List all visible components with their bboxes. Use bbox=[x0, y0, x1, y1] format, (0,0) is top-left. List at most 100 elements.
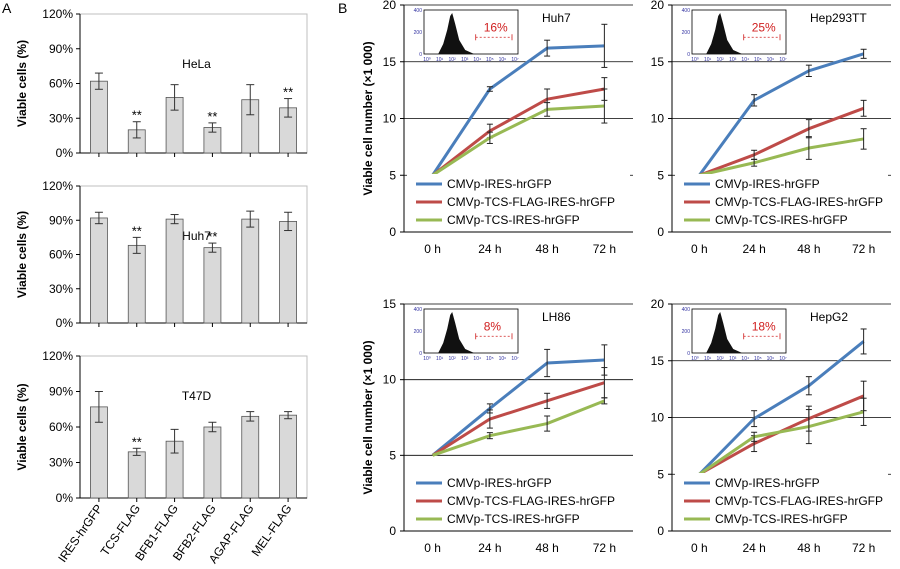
series-line bbox=[431, 381, 605, 457]
x-tick-label: 24 h bbox=[742, 541, 765, 555]
y-axis-label: Viable cells (%) bbox=[15, 40, 29, 127]
plot-frame bbox=[79, 13, 308, 154]
legend-label: CMVp-TCS-FLAG-IRES-hrGFP bbox=[715, 494, 883, 508]
inset-x-tick-label: 10⁷ bbox=[511, 57, 519, 63]
chart-title: HeLa bbox=[182, 57, 211, 71]
series-line bbox=[432, 399, 605, 457]
y-tick-label: 5 bbox=[389, 168, 396, 182]
series-line bbox=[698, 394, 865, 476]
inset-frame bbox=[691, 9, 787, 55]
x-tick-label: 0 h bbox=[691, 242, 708, 256]
y-tick-label: 15 bbox=[383, 297, 397, 311]
inset-x-tick-label: 10² bbox=[449, 57, 457, 63]
x-tick-label: 72 h bbox=[852, 541, 875, 555]
inset-x-tick-label: 10⁴ bbox=[741, 356, 749, 362]
inset-y-tick-label: 0 bbox=[419, 52, 422, 58]
plot-frame bbox=[79, 185, 308, 324]
bar bbox=[90, 80, 108, 154]
series-line bbox=[431, 358, 605, 457]
y-axis-label: Viable cells (%) bbox=[15, 211, 29, 298]
bar bbox=[241, 415, 260, 499]
y-tick-label: 0 bbox=[657, 524, 664, 538]
legend-label: CMVp-TCS-FLAG-IRES-hrGFP bbox=[715, 195, 883, 209]
histogram-peak bbox=[438, 13, 475, 54]
legend-box bbox=[407, 473, 630, 529]
x-tick-label: 48 h bbox=[797, 242, 820, 256]
inset-frame bbox=[423, 9, 519, 55]
legend-label: CMVp-TCS-IRES-hrGFP bbox=[447, 213, 580, 227]
inset-x-tick-label: 10³ bbox=[729, 57, 737, 63]
chart-title: T47D bbox=[182, 389, 212, 403]
inset-x-tick-label: 10² bbox=[449, 356, 457, 362]
panel-label-a: A bbox=[2, 0, 12, 16]
gate-percent-label: 25% bbox=[752, 20, 776, 34]
y-tick-label: 15 bbox=[383, 55, 397, 69]
inset-y-tick-label: 0 bbox=[687, 351, 690, 357]
inset-frame bbox=[423, 308, 519, 354]
bar bbox=[127, 244, 146, 324]
legend-label: CMVp-TCS-IRES-hrGFP bbox=[715, 512, 848, 526]
bar bbox=[90, 217, 108, 324]
y-tick-label: 30% bbox=[49, 282, 73, 296]
inset-x-tick-label: 10³ bbox=[729, 356, 737, 362]
line-chart-lh86: 0 5 10 15 0 h 24 h 48 h 72 h Viable cell number … bbox=[361, 297, 633, 555]
x-tick-label: 24 h bbox=[742, 242, 765, 256]
significance-mark: ** bbox=[283, 85, 293, 100]
gate-percent-label: 18% bbox=[752, 319, 776, 333]
series-line bbox=[699, 137, 864, 177]
y-tick-label: 30% bbox=[49, 456, 73, 470]
legend-label: CMVp-IRES-hrGFP bbox=[447, 177, 552, 191]
y-tick-label: 10 bbox=[383, 112, 397, 126]
legend-label: CMVp-IRES-hrGFP bbox=[715, 476, 820, 490]
inset-y-tick-label: 400 bbox=[682, 307, 691, 313]
series-line bbox=[431, 104, 605, 177]
legend-box bbox=[675, 174, 888, 230]
inset-x-tick-label: 10⁶ bbox=[499, 356, 507, 362]
inset-x-tick-label: 10⁷ bbox=[511, 356, 519, 362]
inset-x-tick-label: 10⁶ bbox=[499, 57, 507, 63]
inset-x-tick-label: 10³ bbox=[461, 356, 469, 362]
series-line bbox=[698, 106, 865, 177]
inset-y-tick-label: 0 bbox=[419, 351, 422, 357]
bar bbox=[203, 247, 222, 324]
y-tick-label: 120% bbox=[42, 179, 73, 193]
y-tick-label: 0% bbox=[56, 146, 74, 160]
y-tick-label: 10 bbox=[383, 373, 397, 387]
bar-chart-t47d: 0% 30% 60% 90% 120% Viable cells (%) T47D IRES-… bbox=[15, 349, 308, 566]
bar bbox=[165, 218, 184, 324]
bar-chart-huh7: 0%30%60%90%120%Viable cells (%) Huh7** ** bbox=[15, 179, 308, 330]
series-line bbox=[698, 410, 865, 476]
bar bbox=[127, 451, 146, 499]
inset-x-tick-label: 10⁰ bbox=[423, 356, 431, 362]
inset-x-tick-label: 10¹ bbox=[704, 356, 712, 362]
inset-x-tick-label: 10⁵ bbox=[486, 356, 494, 362]
y-tick-label: 90% bbox=[49, 42, 73, 56]
legend-label: CMVp-TCS-FLAG-IRES-hrGFP bbox=[447, 494, 615, 508]
series-line bbox=[431, 44, 605, 177]
inset-y-tick-label: 200 bbox=[414, 329, 423, 335]
legend-box bbox=[407, 174, 630, 230]
line-chart-hepg2: 0 5 10 15 20 0 h 24 h 48 h 72 h HepG2 CMVp-IRES-hr… bbox=[651, 297, 891, 555]
y-tick-label: 0% bbox=[56, 316, 74, 330]
y-tick-label: 5 bbox=[657, 467, 664, 481]
significance-mark: ** bbox=[132, 108, 142, 123]
x-tick-label: 0 h bbox=[691, 541, 708, 555]
significance-mark: ** bbox=[132, 223, 142, 238]
significance-mark: ** bbox=[207, 109, 217, 124]
series-line bbox=[698, 340, 865, 476]
legend-box bbox=[675, 473, 888, 529]
y-tick-label: 120% bbox=[42, 7, 73, 21]
legend-label: CMVp-IRES-hrGFP bbox=[715, 177, 820, 191]
series-line bbox=[698, 52, 865, 177]
line-chart-hep293tt: 0 5 10 15 20 0 h 24 h 48 h 72 h Hep293TT CMVp-IRES… bbox=[651, 0, 891, 256]
x-tick-label: 72 h bbox=[852, 242, 875, 256]
y-tick-label: 20 bbox=[651, 297, 665, 311]
inset-x-tick-label: 10³ bbox=[461, 57, 469, 63]
histogram-peak bbox=[438, 312, 475, 353]
legend-label: CMVp-TCS-IRES-hrGFP bbox=[715, 213, 848, 227]
x-tick-label: 48 h bbox=[535, 541, 558, 555]
bar bbox=[279, 414, 297, 499]
inset-histogram: 0 200 400 10⁰ 10¹ 10² 10³ 10⁴ 10⁵ 10⁶ 10⁷ 18% bbox=[682, 307, 787, 362]
y-axis-label: Viable cell number (×1 000) bbox=[361, 340, 375, 494]
